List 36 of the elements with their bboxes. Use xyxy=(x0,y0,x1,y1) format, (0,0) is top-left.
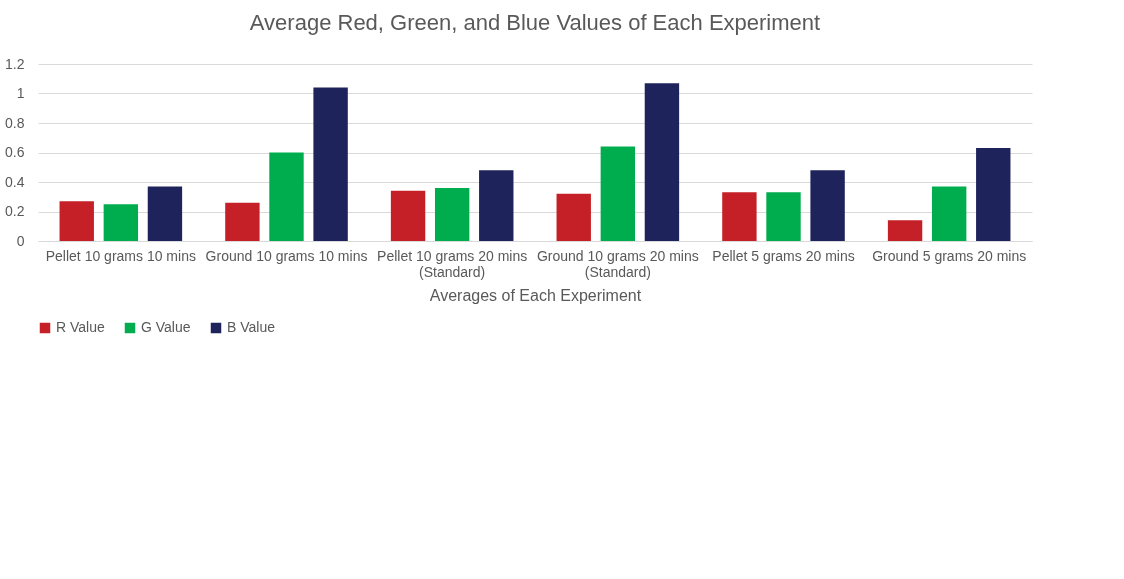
bar xyxy=(147,186,183,241)
legend-label: G Value xyxy=(141,319,191,335)
x-tick-label: Ground 10 grams 20 mins (Standard) xyxy=(536,247,699,280)
bar xyxy=(434,187,470,241)
bar xyxy=(225,202,260,241)
bar xyxy=(931,186,967,241)
x-tick-label: Pellet 5 grams 20 mins xyxy=(712,247,855,264)
y-tick-label: 1 xyxy=(16,85,25,101)
chart-title: Average Red, Green, and Blue Values of Each Experiment xyxy=(249,10,821,35)
y-tick-label: 0.8 xyxy=(5,114,25,131)
bar xyxy=(59,201,94,241)
bar xyxy=(313,87,348,241)
bar xyxy=(103,204,139,241)
bar xyxy=(722,192,757,241)
legend-label: B Value xyxy=(227,319,276,335)
bar xyxy=(556,193,591,241)
legend-label: R Value xyxy=(56,319,105,335)
y-tick-label: 0.6 xyxy=(5,144,25,160)
y-tick-label: 1.2 xyxy=(5,55,25,72)
y-tick-label: 0.4 xyxy=(5,173,25,190)
bar xyxy=(976,148,1011,241)
bar xyxy=(887,220,923,241)
bar xyxy=(644,83,680,241)
x-tick-label: Pellet 10 grams 20 mins (Standard) xyxy=(377,247,528,280)
bar xyxy=(269,152,304,241)
bar xyxy=(390,190,426,241)
bar xyxy=(810,170,845,241)
bar xyxy=(600,146,636,241)
y-tick-label: 0 xyxy=(16,232,25,249)
x-tick-label: Ground 10 grams 10 mins xyxy=(205,247,368,264)
bar xyxy=(766,192,801,241)
x-tick-label: Ground 5 grams 20 mins xyxy=(872,247,1027,264)
bar xyxy=(479,170,514,241)
x-tick-label: Pellet 10 grams 10 mins xyxy=(45,247,196,264)
x-axis-title: Averages of Each Experiment xyxy=(429,286,642,304)
y-tick-label: 0.2 xyxy=(5,203,25,219)
